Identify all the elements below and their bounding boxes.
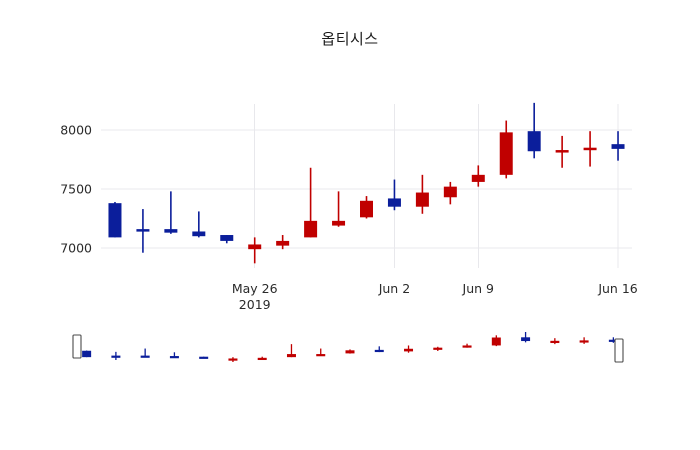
mini-candle-body[interactable] bbox=[579, 340, 589, 343]
candle-body[interactable] bbox=[248, 244, 262, 250]
candle-body[interactable] bbox=[471, 174, 485, 182]
gridlines bbox=[101, 104, 632, 268]
candle-body[interactable] bbox=[583, 147, 597, 151]
x-axis-tick-label: Jun 9 bbox=[462, 281, 495, 296]
mini-candle-body[interactable] bbox=[404, 348, 414, 352]
mini-candle-body[interactable] bbox=[550, 340, 560, 344]
y-axis-tick-label: 7500 bbox=[60, 182, 92, 197]
candle-body[interactable] bbox=[443, 186, 457, 198]
candle-body[interactable] bbox=[527, 131, 541, 152]
x-axis-tick-label: Jun 2 bbox=[378, 281, 410, 296]
range-overview-chart[interactable] bbox=[82, 332, 618, 362]
mini-candle-body[interactable] bbox=[140, 355, 150, 358]
x-axis-tick-label: Jun 16 bbox=[597, 281, 637, 296]
mini-candle-body[interactable] bbox=[521, 337, 531, 342]
y-axis-tick-label: 7000 bbox=[60, 241, 92, 256]
page-title: 옵티시스 bbox=[321, 30, 379, 48]
mini-candle-body[interactable] bbox=[199, 356, 209, 359]
candle-body[interactable] bbox=[555, 150, 569, 153]
x-axis-tick-sublabel: 2019 bbox=[239, 297, 271, 312]
mini-candle-body[interactable] bbox=[491, 337, 501, 346]
candle-body[interactable] bbox=[220, 235, 234, 241]
candle-body[interactable] bbox=[164, 229, 178, 233]
mini-candle-body[interactable] bbox=[228, 358, 238, 361]
candle-body[interactable] bbox=[304, 220, 318, 238]
y-axis-tick-label: 8000 bbox=[60, 123, 92, 138]
mini-candle-body[interactable] bbox=[433, 347, 443, 350]
mini-candle-body[interactable] bbox=[345, 350, 355, 354]
mini-candle-body[interactable] bbox=[169, 356, 179, 359]
candle-body[interactable] bbox=[332, 220, 346, 226]
candle-body[interactable] bbox=[360, 200, 373, 218]
x-axis-tick-label: May 26 bbox=[232, 281, 278, 296]
mini-candle-body[interactable] bbox=[462, 345, 472, 348]
candle-body[interactable] bbox=[136, 229, 150, 232]
mini-candle-body[interactable] bbox=[111, 355, 121, 358]
candle-body[interactable] bbox=[499, 132, 513, 175]
mini-candle-body[interactable] bbox=[82, 350, 92, 358]
mini-candle-body[interactable] bbox=[608, 339, 618, 342]
mini-candle-body[interactable] bbox=[257, 357, 267, 361]
candle-body[interactable] bbox=[415, 192, 429, 207]
candle-body[interactable] bbox=[387, 198, 401, 207]
mini-candle-body[interactable] bbox=[316, 354, 326, 357]
mini-candle-body[interactable] bbox=[374, 349, 384, 353]
range-end-handle[interactable] bbox=[614, 338, 624, 363]
candle-body[interactable] bbox=[276, 240, 290, 246]
candle-series[interactable] bbox=[108, 102, 625, 264]
candle-body[interactable] bbox=[611, 144, 625, 149]
range-start-handle[interactable] bbox=[72, 334, 82, 359]
candle-body[interactable] bbox=[192, 231, 206, 237]
y-axis-labels: 7000 7500 8000 bbox=[60, 123, 92, 256]
range-slider[interactable] bbox=[72, 334, 624, 363]
mini-candle-body[interactable] bbox=[286, 354, 296, 358]
candle-body[interactable] bbox=[108, 203, 122, 238]
